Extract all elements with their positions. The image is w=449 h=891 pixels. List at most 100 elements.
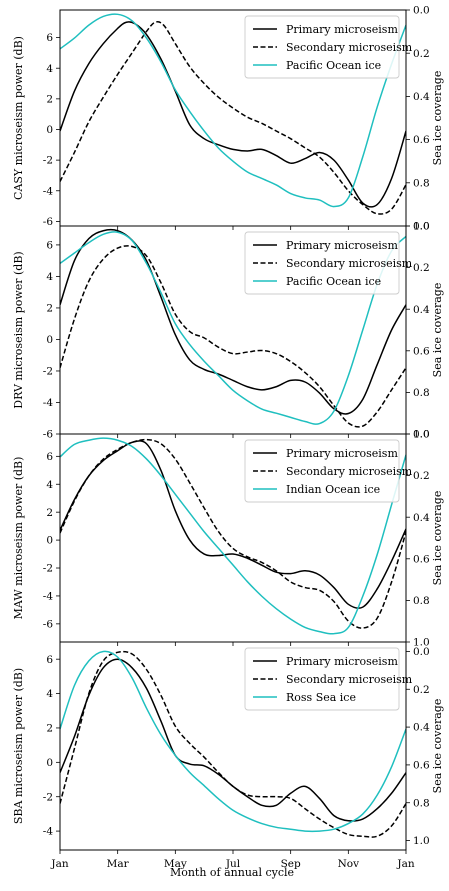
y-tick-label: -4	[43, 591, 54, 603]
series-line-ice	[60, 231, 406, 425]
y-axis-label: CASY microseism power (dB)	[12, 36, 25, 200]
right-tick-label: 0.6	[413, 553, 430, 565]
y-tick-label: 4	[46, 63, 53, 75]
legend-box	[244, 439, 400, 503]
y-tick-label: 6	[46, 451, 53, 463]
panel-4: -4 -2 0 2 4 6 0.0 0.2 0.4 0.6 0.8 1.0 SBA microseism…	[12, 641, 444, 854]
y-axis-label: DRV microseism power (dB)	[12, 251, 25, 408]
y-tick-label: -6	[43, 429, 54, 441]
panels: -6 -4 -2 0 2 4 6 0.0 0.2 0.4 0.6 0.8 1.0 CASY microse…	[12, 5, 444, 854]
right-tick-label: 0.6	[413, 345, 430, 357]
right-tick-label: 0.4	[413, 304, 430, 316]
x-tick-label: Sep	[281, 858, 301, 870]
x-tick-label: Jan	[396, 858, 414, 870]
legend-label: Ross Sea ice	[286, 691, 356, 704]
y-tick-label: -2	[43, 563, 53, 575]
series-lines	[60, 650, 406, 838]
right-axis-label: Sea ice coverage	[431, 283, 444, 378]
series-line-primary	[60, 21, 406, 208]
right-tick-label: 0.6	[413, 134, 430, 146]
right-tick-label: 0.4	[413, 91, 430, 103]
y-tick-label: 6	[46, 654, 53, 666]
right-tick-label: 0.0	[413, 429, 430, 441]
series-line-secondary	[60, 21, 406, 215]
series-line-ice	[60, 650, 406, 833]
panel-1: -6 -4 -2 0 2 4 6 0.0 0.2 0.4 0.6 0.8 1.0 CASY microse…	[12, 5, 444, 233]
x-tick-label: Mar	[107, 858, 130, 870]
right-tick-label: 0.0	[413, 5, 430, 17]
y-tick-label: 0	[46, 124, 53, 136]
legend: Primary microseism Secondary microseism Pa…	[244, 231, 413, 295]
legend-label: Primary microseism	[286, 239, 398, 252]
y-tick-label: -2	[43, 155, 53, 167]
x-tick-label: May	[164, 858, 187, 870]
right-tick-label: 0.0	[413, 221, 430, 233]
y-axis-label: MAW microseism power (dB)	[12, 457, 25, 620]
legend-label: Primary microseism	[286, 23, 398, 36]
legend-box	[244, 231, 400, 295]
y-tick-label: 4	[46, 688, 53, 700]
legend-box	[244, 647, 400, 711]
panel-3: -6 -4 -2 0 2 4 6 0.0 0.2 0.4 0.6 0.8 1.0 MAW microsei…	[12, 429, 444, 649]
y-tick-label: -2	[43, 366, 53, 378]
legend-box	[244, 15, 400, 79]
legend: Primary microseism Secondary microseism In…	[244, 439, 413, 503]
series-line-ice	[60, 437, 406, 635]
right-tick-label: 0.8	[413, 387, 430, 399]
y-axis-label: SBA microseism power (dB)	[12, 668, 25, 824]
y-tick-label: 0	[46, 334, 53, 346]
series-lines	[60, 13, 406, 215]
y-tick-label: 6	[46, 240, 53, 252]
right-tick-label: 0.2	[413, 470, 430, 482]
x-tick-label: Jul	[225, 858, 241, 870]
right-tick-label: 0.4	[413, 512, 430, 524]
legend-label: Secondary microseism	[286, 673, 413, 686]
series-line-primary	[60, 658, 406, 822]
y-tick-label: -4	[43, 826, 54, 838]
y-tick-label: -6	[43, 618, 54, 630]
series-line-primary	[60, 440, 406, 609]
y-tick-label: 2	[46, 93, 53, 105]
y-tick-label: 2	[46, 507, 53, 519]
legend: Primary microseism Secondary microseism Pa…	[244, 15, 413, 79]
x-tick-label: Jan	[50, 858, 68, 870]
right-tick-label: 1.0	[413, 221, 430, 233]
y-tick-label: 4	[46, 271, 53, 283]
y-tick-label: -4	[43, 397, 54, 409]
y-tick-label: 2	[46, 723, 53, 735]
y-tick-label: 6	[46, 32, 53, 44]
legend-label: Secondary microseism	[286, 41, 413, 54]
legend-label: Secondary microseism	[286, 465, 413, 478]
right-tick-label: 0.6	[413, 760, 430, 772]
right-tick-label: 0.2	[413, 684, 430, 696]
legend-label: Pacific Ocean ice	[286, 59, 381, 72]
y-tick-label: 0	[46, 535, 53, 547]
right-tick-label: 0.2	[413, 262, 430, 274]
x-tick-labels: Jan Mar May Jul Sep Nov Jan	[50, 858, 414, 870]
y-tick-label: 2	[46, 303, 53, 315]
right-axis-label: Sea ice coverage	[431, 491, 444, 586]
right-tick-label: 0.0	[413, 646, 430, 658]
right-tick-label: 0.4	[413, 722, 430, 734]
right-tick-label: 0.2	[413, 48, 430, 60]
series-line-secondary	[60, 650, 406, 838]
series-line-secondary	[60, 245, 406, 428]
y-tick-label: -2	[43, 791, 53, 803]
panel-frame	[59, 641, 407, 851]
right-tick-label: 0.8	[413, 797, 430, 809]
legend-label: Secondary microseism	[286, 257, 413, 270]
right-axis-label: Sea ice coverage	[431, 699, 444, 794]
y-tick-label: -6	[43, 216, 54, 228]
legend-label: Indian Ocean ice	[286, 483, 380, 496]
right-tick-label: 1.0	[413, 835, 430, 847]
y-tick-label: -4	[43, 185, 54, 197]
right-tick-label: 0.8	[413, 177, 430, 189]
right-axis-label: Sea ice coverage	[431, 71, 444, 166]
series-lines	[60, 228, 406, 428]
series-line-ice	[60, 13, 406, 208]
panel-2: -6 -4 -2 0 2 4 6 0.0 0.2 0.4 0.6 0.8 1.0 DRV microsei…	[12, 221, 444, 441]
legend-label: Primary microseism	[286, 655, 398, 668]
right-tick-label: 1.0	[413, 429, 430, 441]
right-tick-label: 1.0	[413, 637, 430, 649]
y-tick-label: 4	[46, 479, 53, 491]
